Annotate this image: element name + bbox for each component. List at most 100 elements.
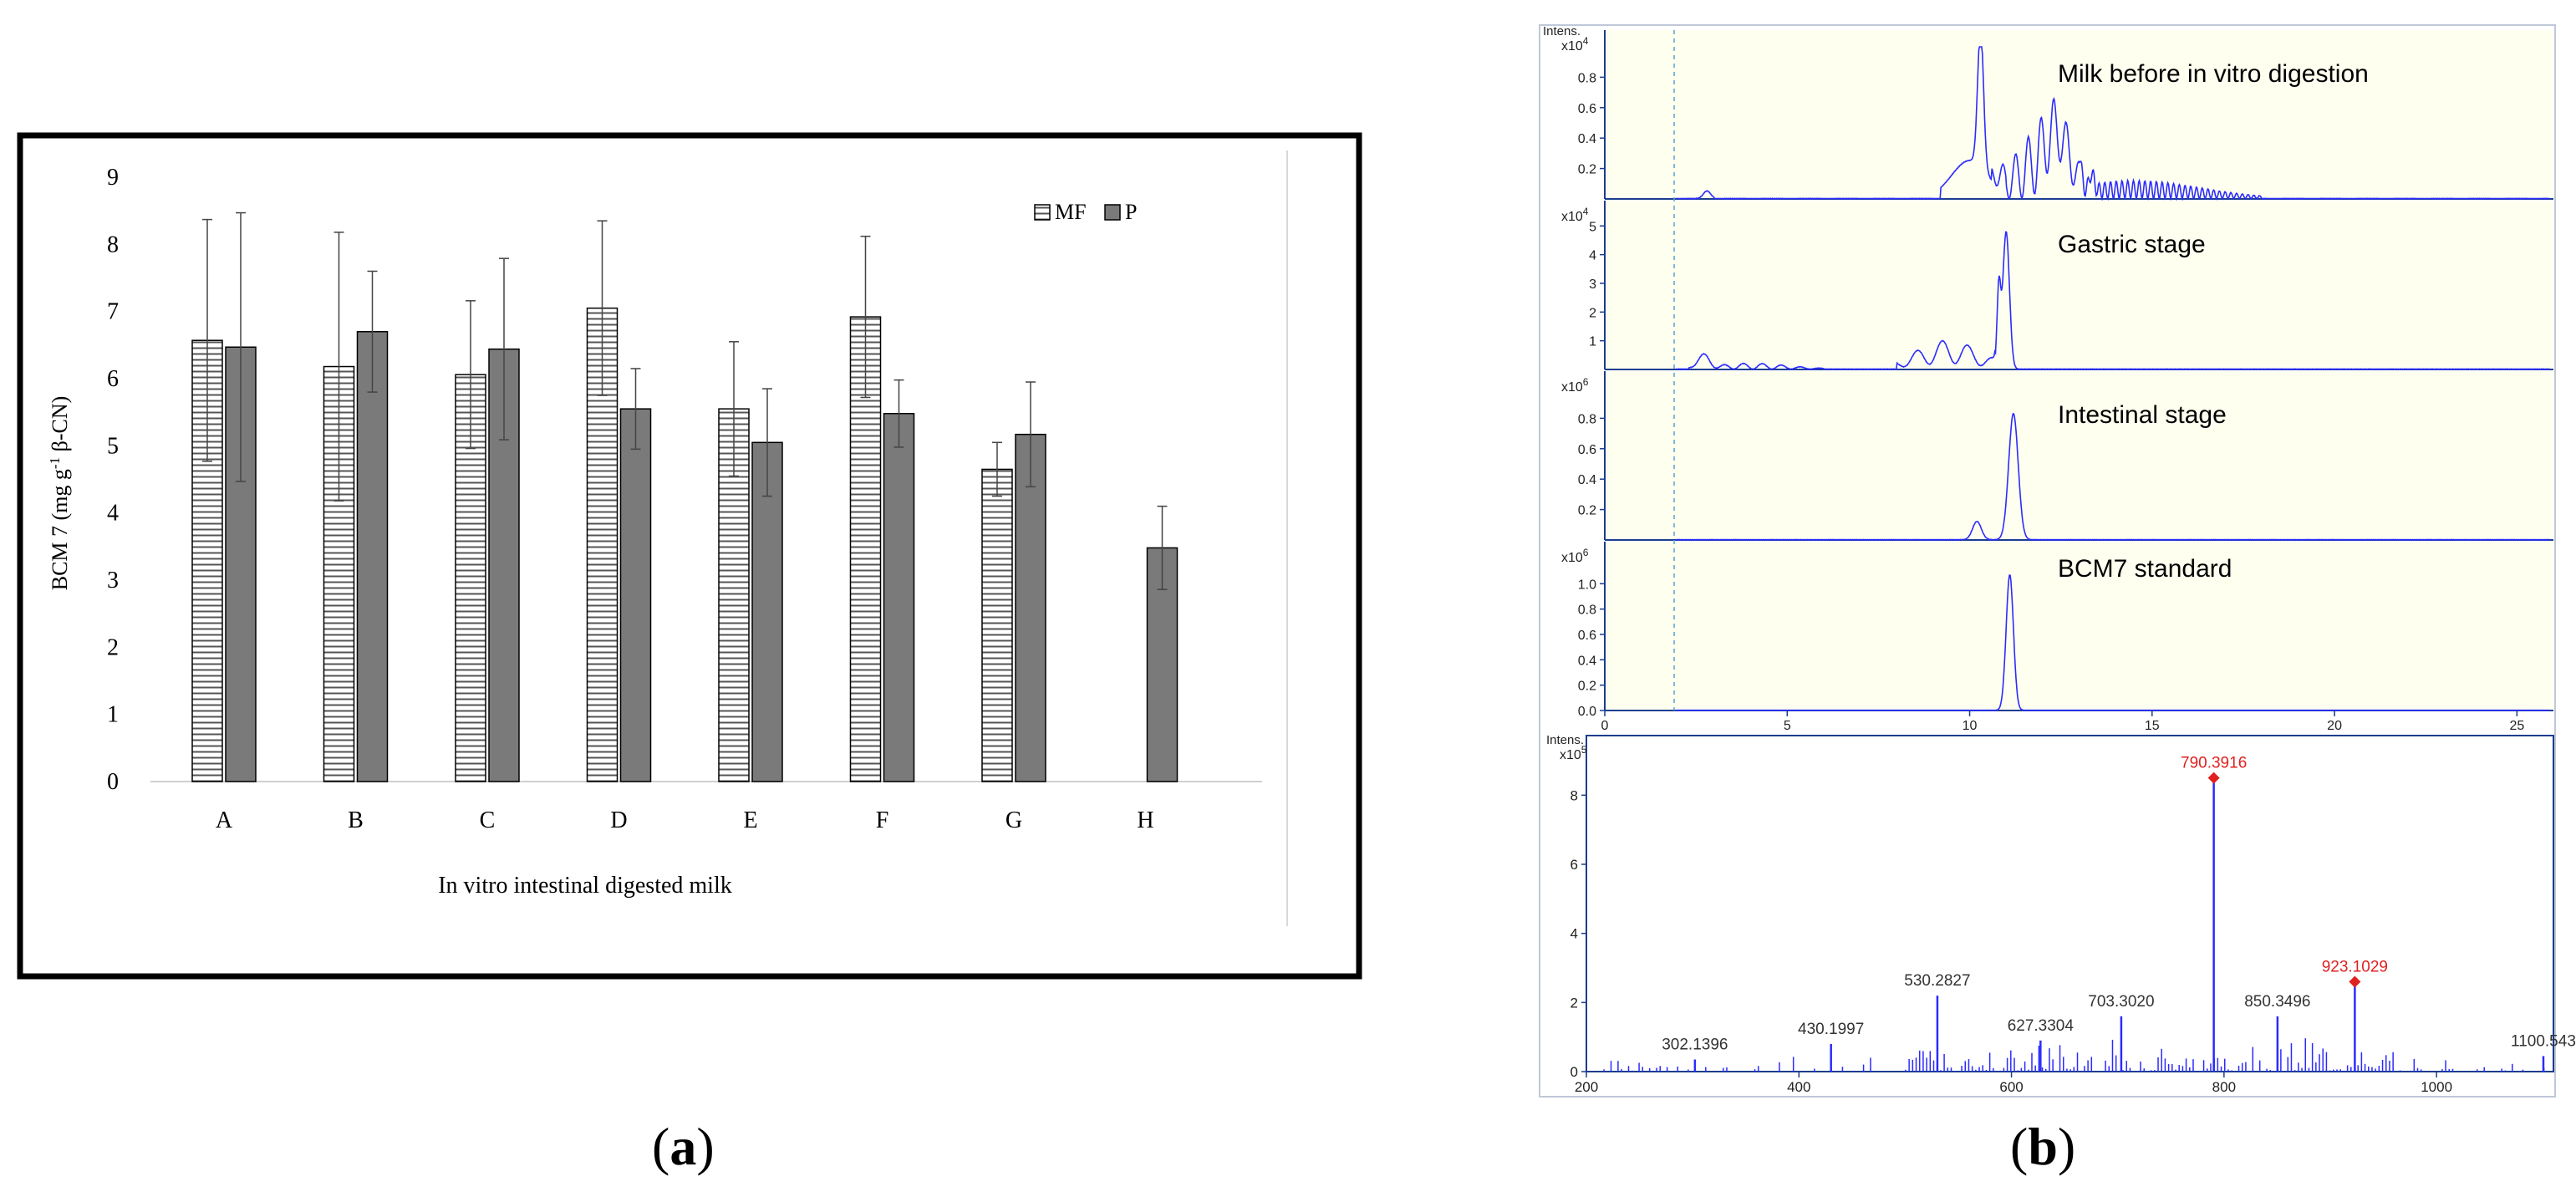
x-axis-label: In vitro intestinal digested milk bbox=[438, 873, 732, 899]
bar-p bbox=[883, 413, 915, 782]
trace-title: BCM7 standard bbox=[2058, 555, 2232, 583]
y-tick-label: 1 bbox=[107, 702, 119, 728]
chromatogram-trace bbox=[1675, 231, 2550, 371]
peak-label: 430.1997 bbox=[1798, 1021, 1864, 1038]
y-tick-label: 0.8 bbox=[1578, 412, 1596, 426]
y-tick-label: 0.4 bbox=[1578, 473, 1596, 487]
x-tick-label: 5 bbox=[1784, 719, 1791, 733]
bar-p bbox=[751, 441, 783, 782]
x-tick-label: 0 bbox=[1601, 719, 1609, 733]
trace-background bbox=[1605, 371, 2553, 540]
intens-axis-title: Intens. bbox=[1543, 24, 1581, 38]
y-tick-label: 3 bbox=[107, 568, 119, 593]
bar-p bbox=[619, 408, 652, 782]
intens-axis-title: Intens. bbox=[1546, 733, 1584, 747]
y-tick-label: 0.2 bbox=[1578, 680, 1596, 694]
y-tick-label: 0.2 bbox=[1578, 163, 1596, 177]
panel-label-a: (a) bbox=[652, 1117, 715, 1176]
chromatogram-trace bbox=[1675, 413, 2550, 541]
chromatogram-trace bbox=[1675, 46, 2550, 201]
x-tick-label: B bbox=[348, 807, 364, 833]
chromatogram-panel: 0.2 0.4 0.6 0.8 x106 Intestinal stage bbox=[1561, 371, 2553, 541]
intensity-scale-label: x104 bbox=[1561, 35, 1589, 53]
intensity-scale-label: x105 bbox=[1560, 744, 1587, 762]
intensity-scale-label: x106 bbox=[1561, 376, 1589, 395]
y-tick-label: 0.2 bbox=[1578, 504, 1596, 518]
x-tick-label: 10 bbox=[1963, 719, 1978, 733]
y-tick-label: 4 bbox=[107, 501, 119, 527]
peak-label: 1100.543 bbox=[2511, 1032, 2576, 1050]
y-tick-label: 0.8 bbox=[1578, 604, 1596, 618]
y-tick-label: 0.0 bbox=[1578, 705, 1596, 719]
y-tick-label: 6 bbox=[107, 366, 119, 392]
y-tick-label: 7 bbox=[107, 299, 119, 325]
x-tick-label: H bbox=[1137, 807, 1153, 833]
y-tick-label: 0.4 bbox=[1578, 654, 1596, 668]
y-tick-label: 2 bbox=[1571, 995, 1578, 1011]
y-tick-label: 9 bbox=[107, 165, 119, 191]
legend: MF P bbox=[1034, 200, 1137, 224]
trace-title: Milk before in vitro digestion bbox=[2058, 60, 2369, 88]
trace-title: Gastric stage bbox=[2058, 231, 2206, 258]
y-tick-label: 4 bbox=[1589, 249, 1596, 263]
y-axis-label: BCM 7 (mg g-1 β-CN) bbox=[47, 396, 73, 591]
y-tick-label: 5 bbox=[107, 433, 119, 459]
peak-label: 530.2827 bbox=[1904, 972, 1970, 990]
peak-label: 923.1029 bbox=[2322, 959, 2388, 976]
y-tick-label: 5 bbox=[1589, 220, 1596, 234]
mass-spectrum: Intens.x105 0 2 4 6 8 200 400 600 800 1000 302.1396… bbox=[1546, 733, 2576, 1095]
bar-mf bbox=[981, 468, 1013, 782]
peak-label: 703.3020 bbox=[2088, 993, 2154, 1011]
x-tick-label: D bbox=[610, 807, 627, 833]
trace-background bbox=[1605, 201, 2553, 369]
legend-swatch-p bbox=[1104, 204, 1121, 221]
peak-label: 302.1396 bbox=[1662, 1036, 1728, 1054]
x-tick-label: E bbox=[743, 807, 757, 833]
y-tick-label: 0.6 bbox=[1578, 102, 1596, 116]
x-tick-label: 200 bbox=[1575, 1079, 1598, 1095]
peak-marker-diamond bbox=[2207, 772, 2220, 784]
y-tick-label: 3 bbox=[1589, 278, 1596, 292]
y-tick-label: 6 bbox=[1571, 857, 1578, 873]
y-tick-label: 0.4 bbox=[1578, 132, 1596, 146]
x-tick-label: 400 bbox=[1787, 1079, 1810, 1095]
x-tick-label: C bbox=[480, 807, 496, 833]
x-tick-label: A bbox=[216, 807, 233, 833]
x-tick-label: 25 bbox=[2509, 719, 2524, 733]
legend-swatch-mf bbox=[1034, 204, 1051, 221]
y-tick-label: 1.0 bbox=[1578, 578, 1596, 592]
panel-label-b: (b) bbox=[2010, 1117, 2076, 1176]
y-tick-label: 2 bbox=[1589, 306, 1596, 320]
bar-chart-a: 0 1 2 3 4 5 6 7 8 9 A B C D E F G H BCM 7 (mg g-1 β-CN) I… bbox=[17, 132, 1362, 980]
x-tick-label: F bbox=[876, 807, 889, 833]
intensity-scale-label: x106 bbox=[1561, 547, 1589, 565]
chromatogram-panel: 0.0 0.2 0.4 0.6 0.8 1.0 x106 BCM7 standard bbox=[1561, 542, 2553, 719]
y-tick-label: 8 bbox=[1571, 787, 1578, 803]
y-tick-label: 4 bbox=[1571, 926, 1578, 942]
peak-label: 790.3916 bbox=[2181, 755, 2247, 772]
bar-p bbox=[356, 331, 389, 782]
y-tick-label: 0 bbox=[107, 769, 119, 795]
y-tick-label: 0 bbox=[1571, 1064, 1578, 1080]
legend-label-mf: MF bbox=[1055, 200, 1087, 224]
spectrum-frame bbox=[1586, 735, 2554, 1072]
legend-label-p: P bbox=[1125, 200, 1137, 224]
trace-background bbox=[1605, 542, 2553, 711]
trace-title: Intestinal stage bbox=[2058, 401, 2227, 429]
intensity-scale-label: x104 bbox=[1561, 206, 1589, 224]
x-tick-label: 20 bbox=[2327, 719, 2342, 733]
x-tick-label: 800 bbox=[2212, 1079, 2236, 1095]
trace-background bbox=[1605, 30, 2553, 199]
peak-marker-diamond bbox=[2349, 975, 2361, 988]
y-tick-label: 0.6 bbox=[1578, 629, 1596, 643]
bar-p bbox=[1015, 433, 1046, 782]
y-tick-label: 1 bbox=[1589, 335, 1596, 349]
y-tick-label: 0.8 bbox=[1578, 71, 1596, 85]
x-tick-label: 15 bbox=[2145, 719, 2160, 733]
x-tick-label: 1000 bbox=[2421, 1079, 2452, 1095]
y-tick-label: 8 bbox=[107, 232, 119, 257]
x-tick-label: 600 bbox=[1999, 1079, 2023, 1095]
peak-label: 627.3304 bbox=[2008, 1017, 2075, 1035]
